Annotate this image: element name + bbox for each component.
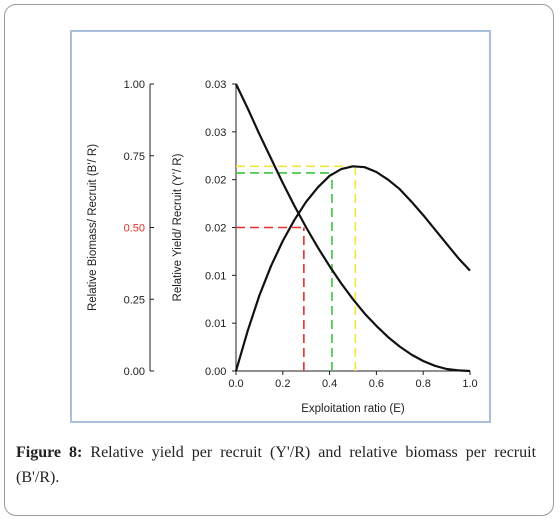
plot-panel: 1.00 0.75 0.50 0.25 0.00 Relative Biomass/ Re…: [70, 30, 491, 423]
left-axis-label: Relative Biomass/ Recruit (B'/ R): [87, 144, 99, 311]
y-axis-tick-label: 0.00: [205, 366, 226, 378]
caption-label: Figure 8:: [16, 444, 83, 461]
x-axis-tick-label: 0.4: [322, 378, 337, 390]
caption-text: Relative yield per recruit (Y'/R) and re…: [16, 444, 537, 486]
x-axis-label: Exploitation ratio (E): [301, 403, 405, 415]
figure-caption: Figure 8: Relative yield per recruit (Y'…: [16, 440, 536, 490]
y-axis-tick-label: 0.03: [205, 79, 226, 91]
x-axis-tick-label: 1.0: [462, 378, 477, 390]
y-axis-tick-label: 0.01: [205, 318, 226, 330]
left-axis-tick-label: 0.75: [124, 151, 145, 163]
x-axis-tick-label: 0.6: [369, 378, 384, 390]
y-axis-tick-label: 0.02: [205, 223, 226, 235]
yield-per-recruit-curve: [234, 165, 471, 372]
chart: 1.00 0.75 0.50 0.25 0.00 Relative Biomass/ Re…: [87, 79, 478, 415]
y-axis-tick-label: 0.02: [205, 175, 226, 187]
left-axis-tick-label: 0.50: [124, 223, 145, 235]
y-axis-label: Relative Yield/ Recruit (Y'/ R): [172, 153, 184, 301]
figure-frame: [4, 4, 554, 516]
left-axis-tick-label: 0.25: [124, 294, 145, 306]
biomass-per-recruit-curve: [235, 83, 471, 373]
left-axis-tick-label: 0.00: [124, 366, 145, 378]
left-axis-tick-label: 1.00: [124, 79, 145, 91]
x-axis-tick-label: 0.0: [228, 378, 243, 390]
x-axis-tick-label: 0.2: [275, 378, 290, 390]
y-axis-tick-label: 0.03: [205, 127, 226, 139]
x-axis-tick-label: 0.8: [416, 378, 431, 390]
y-axis-tick-label: 0.01: [205, 270, 226, 282]
